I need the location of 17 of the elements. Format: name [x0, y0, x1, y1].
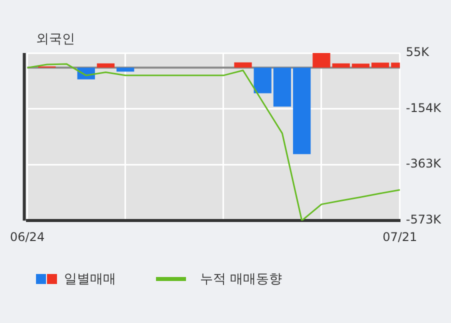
bar	[293, 68, 311, 154]
bar	[371, 62, 390, 68]
legend-label: 일별매매	[64, 271, 116, 288]
x-tick-label: 07/21	[382, 230, 418, 244]
x-tick-label: 06/24	[10, 230, 45, 244]
bar	[116, 68, 134, 72]
bar	[273, 68, 292, 107]
y-tick-label: 55K	[406, 45, 430, 60]
bar	[234, 62, 252, 68]
bar	[352, 64, 370, 68]
chart-title: 외국인	[36, 31, 75, 48]
bar	[254, 68, 272, 94]
bar	[96, 63, 115, 68]
y-tick-label: -363K	[406, 156, 442, 171]
y-tick-label: -154K	[406, 100, 442, 115]
y-tick-label: -573K	[406, 212, 442, 227]
legend-label: 누적 매매동향	[200, 271, 282, 288]
